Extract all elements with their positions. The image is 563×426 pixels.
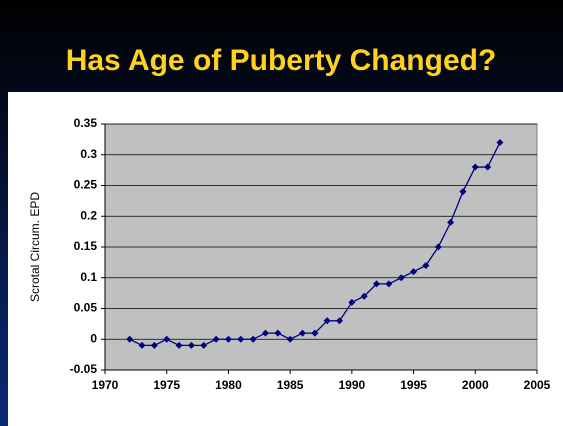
data-point [484,163,492,171]
data-point [126,335,134,343]
x-tick-label: 1985 [277,378,304,392]
y-tick-label: 0.15 [74,239,98,253]
x-tick-label: 1990 [339,378,366,392]
data-point [237,335,245,343]
data-point [336,317,344,325]
y-tick-label: 0.3 [80,147,97,161]
data-point [249,335,257,343]
slide-title: Has Age of Puberty Changed? [66,44,497,77]
y-tick-label: 0.1 [80,270,97,284]
data-point [286,335,294,343]
y-tick-label: 0.35 [74,116,98,130]
data-point [187,341,195,349]
data-point [422,261,430,269]
y-tick-label: 0.05 [74,301,98,315]
data-point [447,218,455,226]
y-tick-label: 0.2 [80,208,97,222]
y-tick-label: 0.25 [74,178,98,192]
data-point [138,341,146,349]
x-tick-label: 1995 [400,378,427,392]
data-point [323,317,331,325]
x-tick-label: 1980 [215,378,242,392]
data-point [496,138,504,146]
data-point [150,341,158,349]
x-tick-label: 1970 [92,378,119,392]
data-point [434,243,442,251]
data-point [212,335,220,343]
data-point [397,274,405,282]
data-point [200,341,208,349]
data-point [261,329,269,337]
data-point [360,292,368,300]
data-point [373,280,381,288]
data-point [471,163,479,171]
data-point [224,335,232,343]
data-point [274,329,282,337]
data-point [459,188,467,196]
y-tick-label: -0.05 [70,362,98,376]
y-axis-label: Scrotal Circum. EPD [28,192,42,302]
data-point [348,298,356,306]
x-tick-label: 2000 [462,378,489,392]
data-point [298,329,306,337]
x-tick-label: 1975 [153,378,180,392]
y-tick-label: 0 [90,331,97,345]
data-point [385,280,393,288]
data-point [311,329,319,337]
data-point [163,335,171,343]
x-tick-label: 2005 [524,378,551,392]
data-point [175,341,183,349]
data-point [410,268,418,276]
